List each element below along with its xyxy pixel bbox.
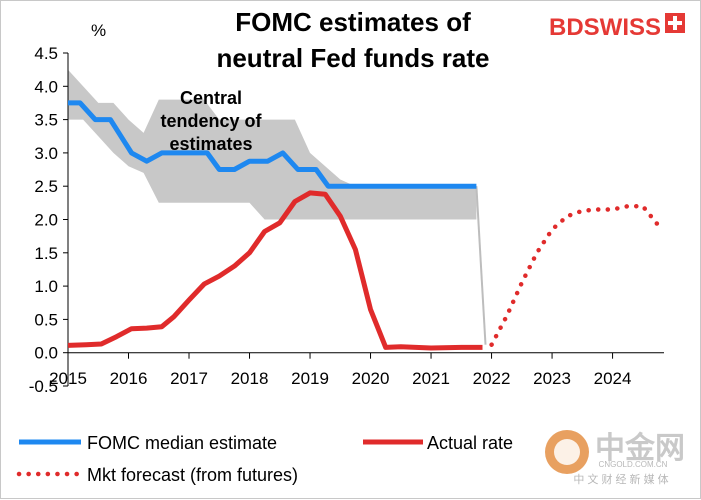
- y-tick-label: 4.5: [34, 44, 58, 63]
- y-tick-label: 0.0: [34, 344, 58, 363]
- y-tick-label: 2.5: [34, 177, 58, 196]
- chart-title-line-1: FOMC estimates of: [235, 7, 471, 37]
- unit-label: %: [91, 21, 106, 40]
- x-tick-label: 2018: [231, 369, 269, 388]
- cngold-subtitle: 中 文 财 经 新 媒 体: [573, 472, 668, 486]
- swiss-cross-horizontal: [668, 21, 682, 25]
- y-tick-label: 3.0: [34, 144, 58, 163]
- y-tick-label: 2.0: [34, 211, 58, 230]
- x-tick-label: 2020: [352, 369, 390, 388]
- legend: FOMC median estimate Actual rate Mkt for…: [16, 433, 513, 485]
- annotation-line-1: Central: [180, 88, 242, 108]
- cngold-logo: 中金网 CNGOLD.COM.CN 中 文 财 经 新 媒 体: [545, 430, 685, 486]
- annotation-line-3: estimates: [169, 134, 252, 154]
- y-tick-label: 1.0: [34, 277, 58, 296]
- series-layer: [67, 100, 661, 351]
- series-line-fomc-median: [68, 100, 477, 189]
- y-tick-label: 4.0: [34, 77, 58, 96]
- annotation-line-2: tendency of: [160, 111, 262, 131]
- x-tick-label: 2016: [110, 369, 148, 388]
- chart-title-line-2: neutral Fed funds rate: [216, 43, 489, 73]
- legend-label-mkt: Mkt forecast (from futures): [87, 465, 298, 485]
- y-tick-label: 0.5: [34, 310, 58, 329]
- central-tendency-band: [68, 69, 477, 220]
- connector-line: [475, 186, 487, 345]
- series-line-mkt-forecast: [489, 203, 661, 347]
- y-tick-label: 1.5: [34, 244, 58, 263]
- cngold-emblem-inner: [554, 439, 580, 465]
- cngold-url: CNGOLD.COM.CN: [599, 460, 668, 469]
- series-line-actual-rate: [67, 190, 483, 351]
- bdswiss-logo: BDSWISS: [549, 13, 685, 41]
- cngold-logo-text: 中金网: [595, 431, 685, 466]
- x-tick-label: 2023: [533, 369, 571, 388]
- x-tick-label: 2015: [49, 369, 87, 388]
- x-tick-label: 2019: [291, 369, 329, 388]
- x-tick-label: 2022: [473, 369, 511, 388]
- band-layer: [68, 69, 477, 220]
- ticks-layer: -0.5 0.0 0.5 1.0 1.5 2.0 2.5 3.0 3.5 4.0 4.5 2015 20…: [29, 44, 632, 396]
- x-tick-label: 2017: [170, 369, 208, 388]
- legend-label-actual: Actual rate: [427, 433, 513, 453]
- x-tick-label: 2021: [412, 369, 450, 388]
- legend-label-fomc: FOMC median estimate: [87, 433, 277, 453]
- y-tick-label: 3.5: [34, 111, 58, 130]
- bdswiss-logo-text: BDSWISS: [549, 14, 661, 41]
- y-tick-label: -0.5: [29, 377, 58, 396]
- x-tick-label: 2024: [594, 369, 632, 388]
